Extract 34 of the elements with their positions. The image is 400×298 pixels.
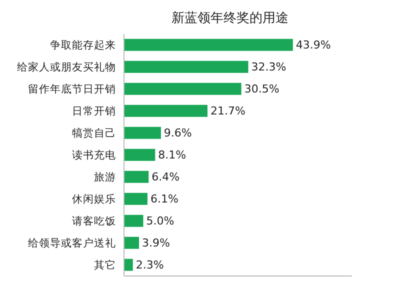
y-tick-label: 争取能存起来 <box>50 38 116 52</box>
y-tick-label: 休闲娱乐 <box>72 192 116 206</box>
y-tick-label: 犒赏自己 <box>72 126 116 140</box>
y-tick-label: 其它 <box>94 258 116 272</box>
bar <box>124 126 161 139</box>
bar <box>124 236 140 249</box>
y-tick-label: 给家人或朋友买礼物 <box>17 60 116 74</box>
bar <box>124 60 248 73</box>
bar <box>124 192 148 205</box>
bar <box>124 104 208 117</box>
data-label: 6.1% <box>150 192 178 206</box>
y-tick-label: 给领导或客户送礼 <box>28 236 116 250</box>
data-label: 6.4% <box>152 170 180 184</box>
bar <box>124 148 156 161</box>
data-label: 2.3% <box>136 258 164 272</box>
bar <box>124 82 242 95</box>
data-label: 8.1% <box>158 148 186 162</box>
y-tick-label: 请客吃饭 <box>72 214 116 228</box>
data-label: 9.6% <box>164 126 192 140</box>
data-label: 5.0% <box>146 214 174 228</box>
y-tick-label: 旅游 <box>94 170 116 184</box>
data-label: 30.5% <box>244 82 280 96</box>
y-tick-label: 留作年底节日开销 <box>28 82 116 96</box>
y-tick-label: 读书充电 <box>72 148 116 162</box>
chart-title: 新蓝领年终奖的用途 <box>170 10 290 28</box>
data-label: 43.9% <box>296 38 331 52</box>
bar <box>124 38 293 51</box>
data-label: 21.7% <box>210 104 246 118</box>
bar <box>124 170 149 183</box>
data-label: 32.3% <box>251 60 286 74</box>
bar <box>124 258 133 271</box>
data-label: 3.9% <box>142 236 170 250</box>
y-tick-label: 日常开销 <box>72 104 116 118</box>
bar <box>124 214 144 227</box>
